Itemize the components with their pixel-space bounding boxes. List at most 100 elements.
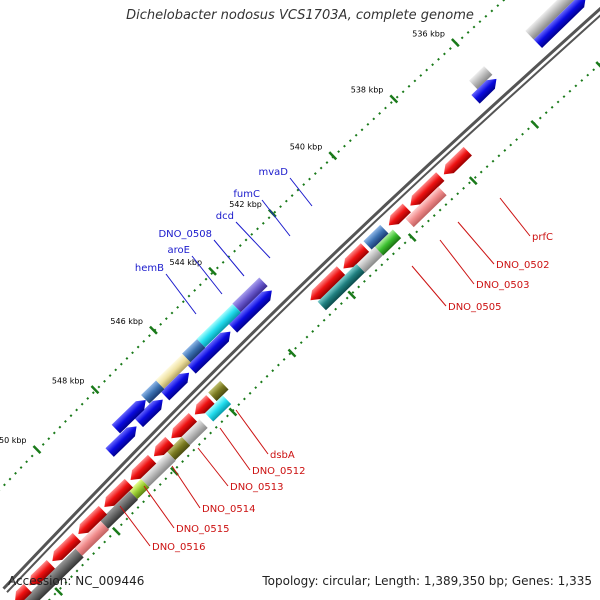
gene-label: prfC [532,232,553,243]
gene-arrow [310,266,346,301]
major-tick [54,587,64,597]
gene-arrow [204,395,232,422]
label-connector [499,197,531,237]
gene-label: aroE [168,245,190,256]
gene-arrow [18,548,84,600]
label-connector [219,427,251,471]
label-layer: mvaD fumC dcd DNO_0508 aroE hemB prfC DNO_0502 D… [119,167,553,553]
backbone-layer [2,6,600,593]
tick-label: 544 kbp [169,258,202,267]
gene-label: hemB [135,263,164,274]
major-tick [595,61,600,68]
major-tick [287,348,297,358]
tick-label: 550 kbp [0,436,27,445]
major-tick [328,151,338,161]
gene-arrow [471,78,497,104]
major-tick [112,526,121,536]
gene-arrow [228,290,272,333]
gene-arrow [196,303,241,348]
tick-label: 540 kbp [290,142,323,151]
gene-label: DNO_0508 [158,229,212,240]
gene-label: fumC [233,189,260,200]
topology-text: Topology: circular; Length: 1,389,350 bp… [262,574,592,588]
gene-arrow [141,380,165,404]
gene-arrow [15,583,32,600]
gene-arrow [134,399,163,428]
label-connector [197,447,229,487]
gene-label: DNO_0503 [476,280,530,291]
gene-arrow [343,243,370,269]
gene-arrow [160,372,190,401]
major-tick [530,119,540,129]
label-connector [119,505,151,547]
gene-label: DNO_0512 [252,466,306,477]
label-connector [235,409,269,455]
gene-arrow [525,0,582,40]
gene-arrow [140,452,176,487]
tick-label: 548 kbp [52,376,85,385]
gene-arrow [356,246,383,273]
major-tick [450,38,460,48]
map-title: Dichelobacter nodosus VCS1703A, complete… [126,8,474,23]
gene-arrow [129,478,150,500]
gene-arrow [194,395,215,415]
gene-arrow [533,0,586,49]
gene-arrow [155,354,191,389]
gene-arrow [232,277,268,313]
scale-dotted-line [47,62,600,600]
label-connector [213,239,245,277]
label-connector [171,465,201,509]
gene-arrow [181,419,208,446]
gene-label: mvaD [259,167,289,178]
gene-label: DNO_0516 [152,542,206,553]
gene-arrow [208,380,229,402]
tick-label: 546 kbp [110,317,143,326]
major-tick [407,233,417,242]
gene-arrow [469,66,493,90]
gene-label: DNO_0502 [496,260,550,271]
scale-dotted-line [0,0,506,491]
gene-label: dcd [216,211,234,222]
tick-label: 536 kbp [412,29,445,38]
gene-label: DNO_0505 [448,302,502,313]
label-connector [261,199,291,237]
major-tick [468,176,478,186]
major-tick [90,385,100,395]
major-tick [32,445,42,455]
label-connector [457,221,495,265]
gene-arrow [153,436,174,457]
label-connector [165,273,197,315]
backbone-line [2,6,600,590]
gene-arrow [78,505,108,535]
backbone-line [6,14,600,593]
gene-arrow [171,413,198,439]
gene-layer [15,0,586,600]
major-tick [389,94,399,104]
label-connector [143,485,175,529]
tick-label: 542 kbp [229,200,262,209]
major-tick [228,407,238,417]
gene-arrow [410,172,445,206]
major-tick [208,266,217,276]
gene-label: DNO_0514 [202,504,256,515]
major-tick [149,325,158,335]
label-connector [411,265,447,307]
gene-label: DNO_0515 [176,524,230,535]
gene-arrow [105,426,137,457]
label-connector [439,239,475,285]
accession-text: Accession: NC_009446 [8,574,145,588]
gene-arrow [130,454,157,481]
gene-arrow [187,331,231,374]
gene-arrow [374,229,402,256]
gene-arrow [99,491,139,529]
label-connector [235,221,271,259]
gene-arrow [363,224,389,250]
gene-arrow [104,478,134,508]
label-connector [191,255,223,295]
gene-arrow [182,339,206,363]
gene-label: DNO_0513 [230,482,284,493]
tick-label: 538 kbp [351,86,384,95]
gene-arrow [443,146,472,175]
